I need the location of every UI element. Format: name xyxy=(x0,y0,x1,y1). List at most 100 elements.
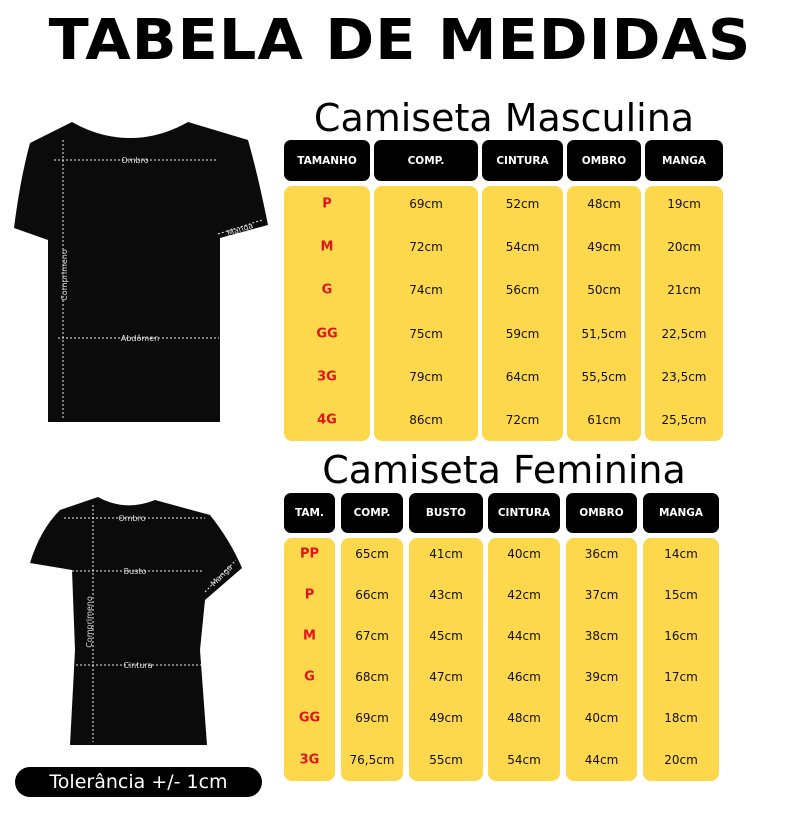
size-label: P xyxy=(322,196,332,212)
measurement-cell: 37cm xyxy=(584,588,619,602)
measurement-cell: 74cm xyxy=(409,283,443,297)
size-label: 4G xyxy=(317,412,337,428)
measurement-cell: 55cm xyxy=(429,753,463,767)
column-body: 14cm 15cm 16cm 17cm 18cm 20cm xyxy=(643,538,719,781)
measurement-cell: 45cm xyxy=(429,629,463,643)
measurement-cell: 14cm xyxy=(664,547,698,561)
measurement-cell: 40cm xyxy=(507,547,541,561)
size-label: GG xyxy=(316,326,338,342)
measurement-cell: 39cm xyxy=(584,670,619,684)
column-body: 69cm 72cm 74cm 75cm 79cm 86cm xyxy=(374,186,478,441)
measurement-cell: 49cm xyxy=(587,240,621,254)
female-busto-label: Busto xyxy=(124,567,147,576)
measurement-cell: 36cm xyxy=(584,547,619,561)
measurement-cell: 44cm xyxy=(584,753,619,767)
female-section-title: Camiseta Feminina xyxy=(322,448,686,492)
female-comprimento-label: Comprimeno xyxy=(85,596,94,648)
column-header: COMP. xyxy=(341,493,403,533)
measurement-cell: 17cm xyxy=(664,670,698,684)
female-shirt-illustration: Ombro Busto Cintura Manga Comprimeno xyxy=(30,497,242,745)
female-cintura-label: Cintura xyxy=(123,661,152,670)
size-label: M xyxy=(303,628,316,644)
measurement-cell: 51,5cm xyxy=(581,327,627,341)
male-comprimento-label: Comprimeno xyxy=(60,249,69,301)
measurement-cell: 48cm xyxy=(507,711,541,725)
size-label: G xyxy=(321,282,333,298)
measurement-cell: 79cm xyxy=(409,370,443,384)
measurement-cell: 76,5cm xyxy=(349,753,395,767)
measurement-cell: 40cm xyxy=(584,711,619,725)
column-header: OMBRO xyxy=(567,140,641,181)
measurement-cell: 54cm xyxy=(505,240,540,254)
measurement-cell: 46cm xyxy=(507,670,541,684)
size-label: PP xyxy=(299,546,320,562)
column-body: 48cm 49cm 50cm 51,5cm 55,5cm 61cm xyxy=(567,186,641,441)
measurement-cell: 52cm xyxy=(505,197,540,211)
measurement-cell: 68cm xyxy=(355,670,389,684)
measurement-cell: 72cm xyxy=(505,413,540,427)
column-header: CINTURA xyxy=(488,493,560,533)
column-body: 52cm 54cm 56cm 59cm 64cm 72cm xyxy=(482,186,563,441)
measurement-cell: 42cm xyxy=(507,588,541,602)
column-body: 36cm 37cm 38cm 39cm 40cm 44cm xyxy=(566,538,637,781)
measurement-cell: 25,5cm xyxy=(661,413,707,427)
column-header: BUSTO xyxy=(409,493,483,533)
size-label: P xyxy=(304,587,315,603)
measurement-cell: 69cm xyxy=(355,711,389,725)
measurement-cell: 18cm xyxy=(664,711,698,725)
measurement-cell: 44cm xyxy=(507,629,541,643)
measurement-cell: 20cm xyxy=(667,240,701,254)
measurement-cell: 47cm xyxy=(429,670,463,684)
measurement-cell: 72cm xyxy=(409,240,443,254)
measurement-cell: 86cm xyxy=(409,413,443,427)
measurement-cell: 41cm xyxy=(429,547,463,561)
tolerance-badge: Tolerância +/- 1cm xyxy=(15,767,262,797)
size-label: 3G xyxy=(317,369,337,385)
measurement-cell: 66cm xyxy=(355,588,389,602)
measurement-cell: 49cm xyxy=(429,711,463,725)
size-label: 3G xyxy=(299,752,320,768)
size-label: G xyxy=(304,669,315,685)
page-title: TABELA DE MEDIDAS xyxy=(48,8,752,73)
column-body: 19cm 20cm 21cm 22,5cm 23,5cm 25,5cm xyxy=(645,186,723,441)
column-header: TAMANHO xyxy=(284,140,370,181)
column-header: COMP. xyxy=(374,140,478,181)
measurement-cell: 65cm xyxy=(355,547,389,561)
size-label: M xyxy=(320,239,334,255)
column-header: TAM. xyxy=(284,493,335,533)
measurement-cell: 48cm xyxy=(587,197,621,211)
column-body: P M G GG 3G 4G xyxy=(284,186,370,441)
column-header: MANGA xyxy=(645,140,723,181)
column-body: PP P M G GG 3G xyxy=(284,538,335,781)
measurement-cell: 43cm xyxy=(429,588,463,602)
column-body: 65cm 66cm 67cm 68cm 69cm 76,5cm xyxy=(341,538,403,781)
measurement-cell: 67cm xyxy=(355,629,389,643)
male-abdomen-label: Abdômen xyxy=(121,333,159,343)
measurement-cell: 64cm xyxy=(505,370,540,384)
size-label: GG xyxy=(298,710,321,726)
measurement-cell: 56cm xyxy=(505,283,540,297)
measurement-cell: 75cm xyxy=(409,327,443,341)
measurement-cell: 23,5cm xyxy=(661,370,707,384)
column-body: 41cm 43cm 45cm 47cm 49cm 55cm xyxy=(409,538,483,781)
measurement-cell: 19cm xyxy=(667,197,701,211)
column-header: OMBRO xyxy=(566,493,637,533)
measurement-cell: 16cm xyxy=(664,629,698,643)
column-header: CINTURA xyxy=(482,140,563,181)
measurement-cell: 50cm xyxy=(587,283,621,297)
measurement-cell: 61cm xyxy=(587,413,621,427)
measurement-cell: 38cm xyxy=(584,629,619,643)
column-header: MANGA xyxy=(643,493,719,533)
male-ombro-label: Ombro xyxy=(121,156,148,165)
measurement-cell: 69cm xyxy=(409,197,443,211)
male-shirt-illustration: Ombro Abdômen Manga Comprimeno xyxy=(14,122,268,422)
measurement-cell: 54cm xyxy=(507,753,541,767)
measurement-cell: 15cm xyxy=(664,588,698,602)
measurement-cell: 22,5cm xyxy=(661,327,707,341)
male-section-title: Camiseta Masculina xyxy=(313,96,695,140)
measurement-cell: 59cm xyxy=(505,327,540,341)
female-ombro-label: Ombro xyxy=(118,514,145,523)
measurement-cell: 55,5cm xyxy=(581,370,627,384)
